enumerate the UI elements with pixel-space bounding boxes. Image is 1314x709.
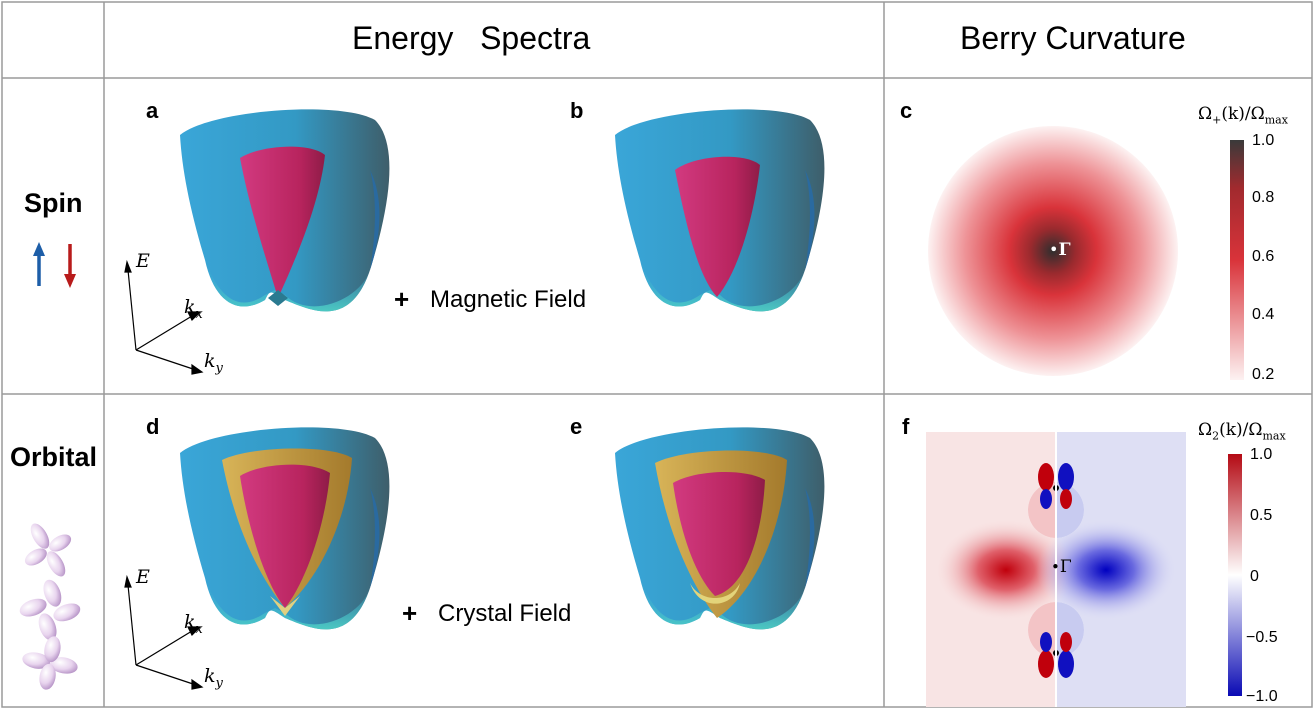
- energy-surface-b: [615, 109, 825, 312]
- colorbar-f-tick: 0: [1250, 568, 1259, 585]
- row-label-orbital: Orbital: [10, 442, 98, 472]
- berry-curvature-map-c: [928, 126, 1178, 376]
- axis-label-kx-orbital: kx: [184, 611, 203, 637]
- plus-sign-crystal: +: [402, 598, 418, 628]
- colorbar-c-tick: 0.2: [1252, 366, 1275, 383]
- colorbar-title-c: Ω+(k)/Ωmax: [1198, 104, 1288, 127]
- row-label-spin: Spin: [24, 188, 83, 218]
- plus-sign-magnetic: +: [394, 284, 410, 314]
- colorbar-f-tick: −0.5: [1246, 629, 1278, 646]
- colorbar-f-tick: 1.0: [1250, 446, 1273, 463]
- colorbar-c-tick: 1.0: [1252, 132, 1275, 149]
- panel-label-e: e: [570, 414, 583, 439]
- orbital-lobes-icon: [19, 523, 81, 690]
- header-berry-curvature: Berry Curvature: [960, 20, 1186, 56]
- axis-label-ky-orbital: ky: [204, 665, 223, 691]
- spin-arrows-icon: [33, 242, 76, 288]
- colorbar-f: [1228, 454, 1242, 696]
- axes-triad-spin: [124, 259, 204, 375]
- energy-surface-e: [615, 427, 825, 630]
- axis-label-e-spin: E: [136, 250, 150, 272]
- panel-label-b: b: [570, 98, 584, 123]
- colorbar-c-tick: 0.4: [1252, 306, 1275, 323]
- axis-label-ky-spin: ky: [204, 350, 223, 376]
- panel-label-a: a: [146, 98, 159, 123]
- crystal-field-label: Crystal Field: [438, 600, 572, 627]
- axes-triad-orbital: [124, 574, 204, 690]
- panel-label-f: f: [902, 414, 910, 439]
- axis-label-e-orbital: E: [136, 566, 150, 588]
- gamma-point-c: •Γ: [1049, 240, 1071, 260]
- energy-surface-a: [180, 109, 390, 312]
- axis-label-kx-spin: kx: [184, 296, 203, 322]
- colorbar-c-tick: 0.8: [1252, 189, 1275, 206]
- colorbar-f-tick: −1.0: [1246, 688, 1278, 705]
- energy-surface-d: [180, 427, 390, 630]
- panel-label-c: c: [900, 98, 913, 123]
- panel-label-d: d: [146, 414, 160, 439]
- header-energy-spectra: Energy Spectra: [352, 20, 591, 56]
- colorbar-c-tick: 0.6: [1252, 248, 1275, 265]
- colorbar-c: [1230, 140, 1244, 380]
- berry-curvature-map-f: [926, 432, 1186, 707]
- gamma-point-f: •Γ: [1051, 557, 1072, 577]
- colorbar-title-f: Ω2(k)/Ωmax: [1198, 420, 1286, 443]
- colorbar-f-tick: 0.5: [1250, 507, 1273, 524]
- magnetic-field-label: Magnetic Field: [430, 286, 587, 313]
